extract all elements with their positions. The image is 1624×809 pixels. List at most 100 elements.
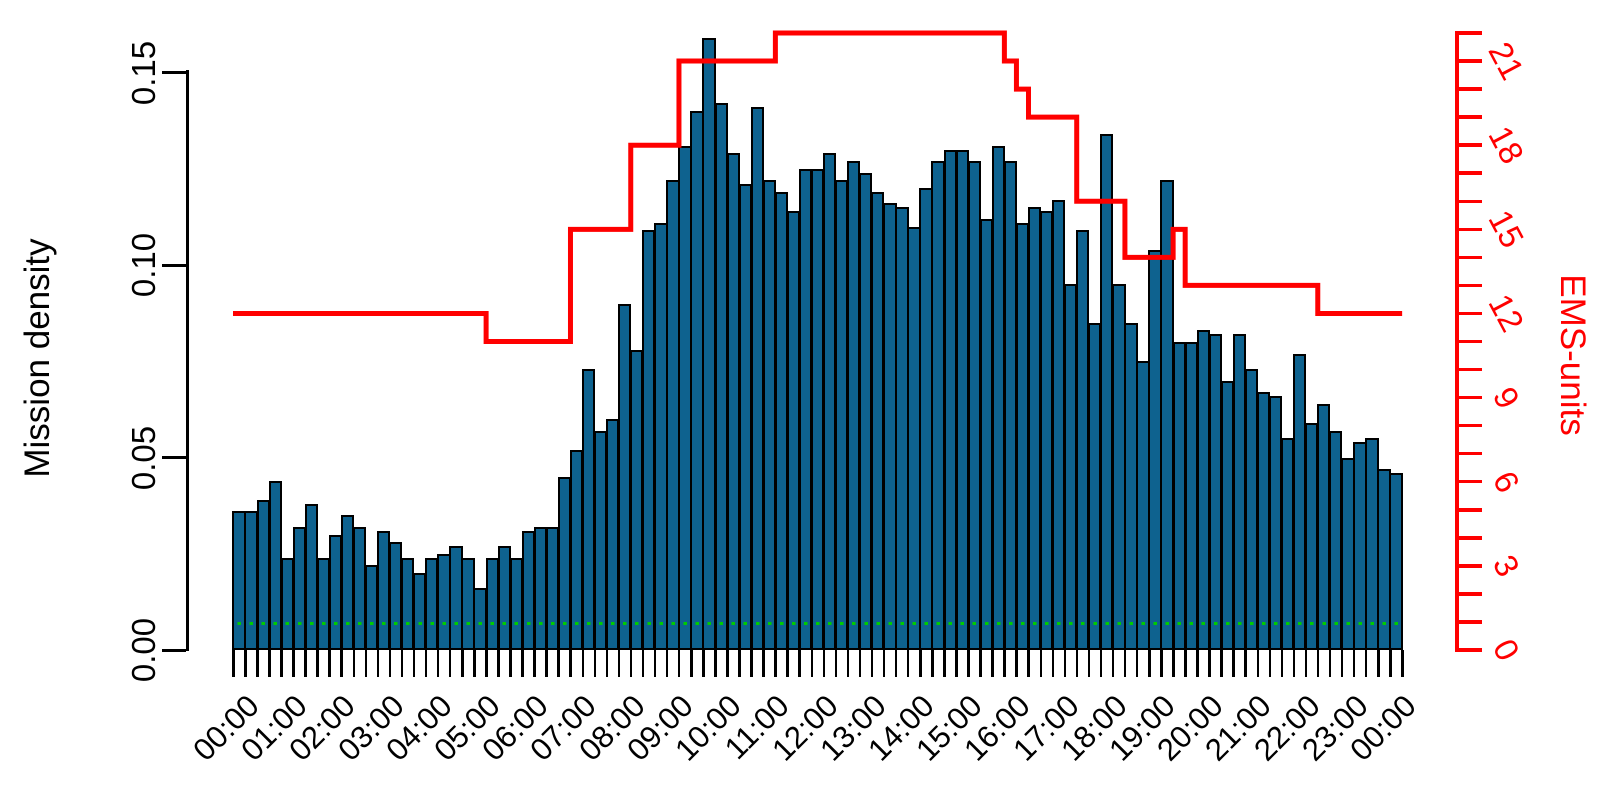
x-axis-tick (858, 650, 862, 677)
left-axis-tick (162, 456, 186, 459)
x-axis-tick (750, 650, 753, 677)
x-axis-tick (991, 650, 994, 677)
x-axis-tick (834, 650, 838, 677)
x-axis-tick (738, 650, 741, 677)
right-axis-tick (1455, 451, 1482, 456)
right-axis-tick-label: 6 (1485, 464, 1528, 499)
right-axis-tick (1455, 479, 1482, 484)
x-axis-tick (810, 650, 814, 677)
x-axis-tick (1377, 650, 1380, 677)
x-axis-tick (340, 650, 343, 677)
x-axis-tick (1099, 650, 1103, 677)
x-axis-tick (268, 650, 271, 677)
x-axis-tick (256, 650, 259, 677)
x-axis-tick (931, 650, 934, 677)
x-axis-tick (1003, 650, 1006, 677)
x-axis-tick (702, 650, 705, 677)
x-axis-tick (906, 650, 910, 677)
right-axis-tick (1455, 283, 1482, 288)
x-axis-tick (581, 650, 585, 677)
left-axis-tick-label: 0.00 (125, 617, 162, 683)
x-axis-tick (1015, 650, 1018, 677)
density-bar (1389, 472, 1403, 650)
right-axis-tick (1455, 423, 1482, 428)
right-axis-tick (1455, 536, 1482, 540)
x-axis-tick (1280, 650, 1284, 677)
x-axis-tick (557, 650, 560, 677)
x-axis-tick (1292, 650, 1296, 677)
x-axis-tick (545, 650, 548, 677)
x-axis-tick (870, 650, 874, 677)
x-axis-tick (1268, 650, 1272, 677)
x-axis-tick (521, 650, 524, 677)
x-axis-tick (1160, 650, 1163, 677)
x-axis-tick (1123, 650, 1127, 677)
right-axis-tick (1455, 199, 1482, 204)
x-axis-tick (955, 650, 958, 677)
x-axis-tick (1389, 650, 1392, 677)
right-axis-tick (1455, 508, 1482, 512)
right-axis-tick-label: 0 (1485, 632, 1528, 667)
x-axis-tick (461, 650, 464, 677)
x-axis-tick (822, 650, 826, 677)
x-axis-tick (762, 650, 765, 677)
x-axis-tick (473, 650, 476, 677)
left-axis-tick-label: 0.10 (125, 232, 162, 298)
right-axis-tick-label: 21 (1481, 35, 1532, 86)
right-axis-tick (1455, 87, 1482, 91)
left-axis-tick (162, 71, 186, 74)
right-axis-tick-label: 15 (1481, 204, 1532, 254)
x-axis-tick (448, 650, 452, 677)
x-axis-tick (1256, 650, 1259, 677)
x-axis-tick (304, 650, 307, 677)
x-axis-tick (1208, 650, 1211, 677)
x-axis-tick (292, 650, 295, 677)
right-axis-tick (1455, 620, 1482, 624)
right-axis-title: EMS-units (1553, 274, 1592, 436)
right-axis-tick (1455, 227, 1482, 232)
left-axis-line (186, 70, 189, 651)
x-axis-tick (1148, 650, 1151, 677)
right-axis-tick (1455, 31, 1482, 35)
x-axis-tick (1220, 650, 1223, 677)
x-axis-tick (388, 650, 392, 677)
x-axis-tick (979, 650, 982, 677)
right-axis-tick (1455, 255, 1482, 260)
left-axis-tick (162, 263, 186, 267)
x-axis-tick (593, 650, 597, 677)
left-axis-tick-label: 0.05 (125, 425, 162, 490)
x-axis-tick (665, 650, 669, 677)
x-axis-tick (1340, 650, 1344, 677)
x-axis-tick (497, 650, 500, 677)
x-axis-tick (1087, 650, 1091, 677)
x-axis-tick (1172, 650, 1175, 677)
right-axis-tick-label: 18 (1481, 120, 1532, 170)
x-axis-tick (569, 650, 572, 677)
x-axis-tick (967, 650, 970, 677)
x-axis-tick (280, 650, 283, 677)
x-axis-tick (1196, 650, 1199, 677)
x-axis-tick (894, 650, 898, 677)
x-axis-tick (1352, 650, 1356, 677)
x-axis-tick (1135, 650, 1139, 677)
x-axis-tick (244, 650, 247, 677)
x-axis-tick (533, 650, 536, 677)
right-axis-tick (1455, 564, 1482, 568)
right-axis-tick (1455, 339, 1482, 344)
x-axis-tick (1232, 650, 1235, 677)
x-axis-tick (1027, 650, 1030, 677)
x-axis-tick (786, 650, 789, 677)
right-axis-tick (1455, 592, 1482, 596)
x-axis-tick (714, 650, 717, 677)
x-axis-tick (1063, 650, 1067, 677)
x-axis-tick (726, 650, 729, 677)
x-axis-tick (774, 650, 777, 677)
left-axis-title: Mission density (18, 238, 57, 478)
x-axis-tick (400, 650, 404, 677)
x-axis-tick (641, 650, 645, 677)
x-axis-tick (232, 650, 235, 677)
x-axis-tick (653, 650, 657, 677)
x-axis-tick (364, 650, 368, 677)
x-axis-tick (352, 650, 356, 677)
